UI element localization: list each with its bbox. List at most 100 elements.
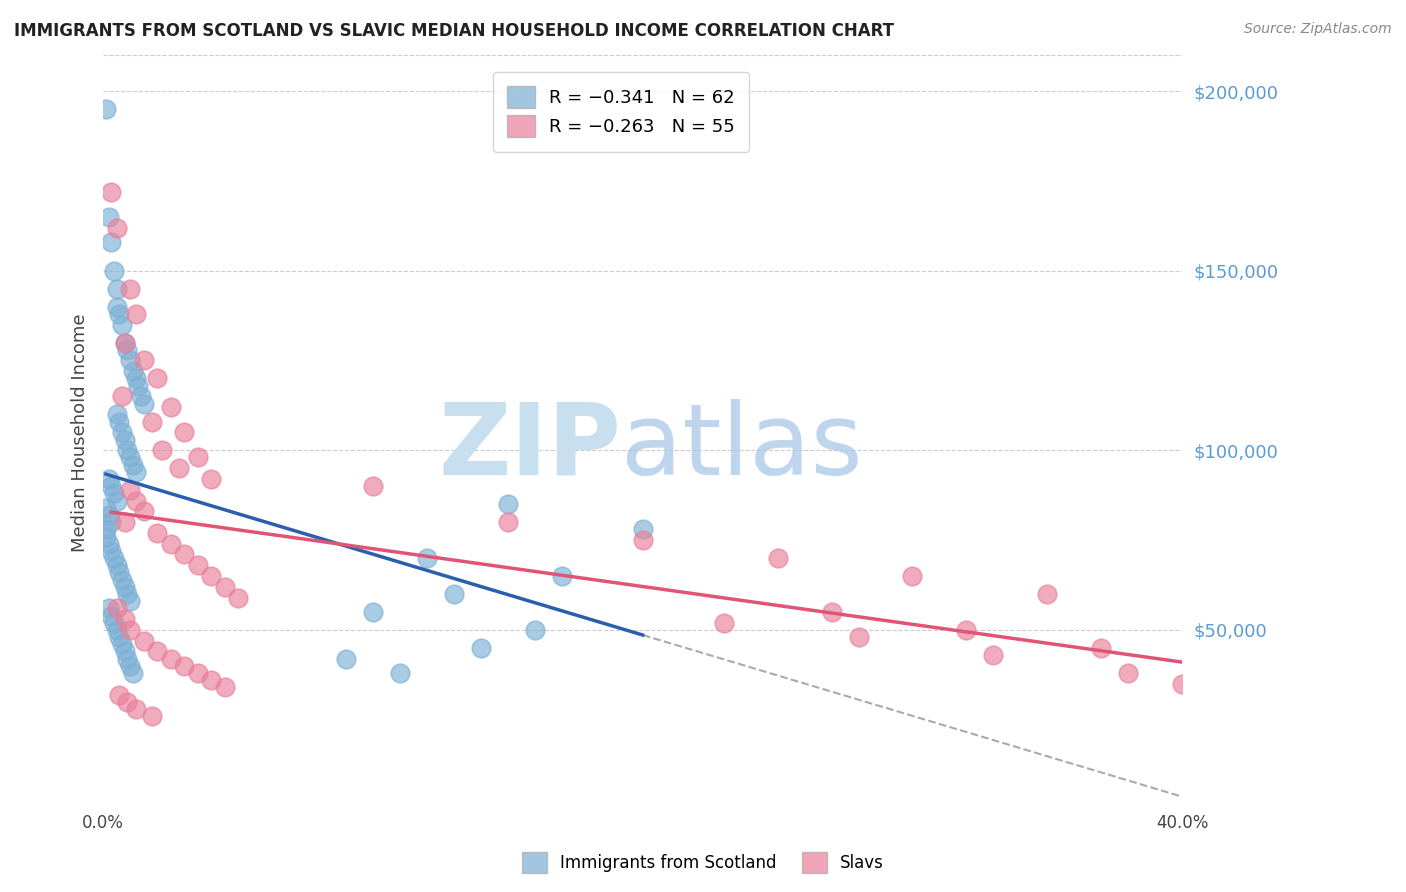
Point [97, 537, 120, 551]
Point [132, 504, 155, 518]
Point [108, 688, 131, 702]
Point [226, 591, 249, 605]
Point [121, 458, 143, 472]
Point [108, 566, 131, 580]
Point [105, 493, 128, 508]
Point [1118, 666, 1140, 681]
Text: ZIP: ZIP [439, 399, 621, 496]
Point [94, 522, 117, 536]
Point [105, 558, 128, 573]
Point [631, 533, 654, 548]
Point [146, 644, 169, 658]
Point [120, 594, 142, 608]
Legend: R = −0.341   N = 62, R = −0.263   N = 55: R = −0.341 N = 62, R = −0.263 N = 55 [494, 71, 749, 152]
Point [97, 601, 120, 615]
Point [117, 587, 139, 601]
Point [496, 515, 519, 529]
Point [124, 371, 146, 385]
Point [1171, 677, 1194, 691]
Point [167, 461, 190, 475]
Point [111, 318, 134, 332]
Point [335, 651, 357, 665]
Point [141, 709, 163, 723]
Point [132, 633, 155, 648]
Point [200, 673, 222, 688]
Point [901, 569, 924, 583]
Point [103, 263, 125, 277]
Point [146, 525, 169, 540]
Point [97, 508, 120, 522]
Point [103, 551, 125, 566]
Point [523, 623, 546, 637]
Point [187, 558, 209, 573]
Point [100, 479, 122, 493]
Point [117, 695, 139, 709]
Point [114, 644, 136, 658]
Point [94, 102, 117, 116]
Point [105, 220, 128, 235]
Point [100, 185, 122, 199]
Point [105, 623, 128, 637]
Point [820, 605, 842, 619]
Point [100, 608, 122, 623]
Point [470, 640, 492, 655]
Point [983, 648, 1005, 662]
Point [1036, 587, 1059, 601]
Point [120, 353, 142, 368]
Point [631, 522, 654, 536]
Point [100, 544, 122, 558]
Point [361, 479, 384, 493]
Point [361, 605, 384, 619]
Point [416, 551, 439, 566]
Point [103, 615, 125, 630]
Point [117, 343, 139, 357]
Point [105, 601, 128, 615]
Point [129, 389, 152, 403]
Point [141, 415, 163, 429]
Point [173, 425, 195, 440]
Point [117, 651, 139, 665]
Point [120, 623, 142, 637]
Point [146, 371, 169, 385]
Point [187, 666, 209, 681]
Point [200, 472, 222, 486]
Point [848, 630, 870, 644]
Point [124, 465, 146, 479]
Point [120, 282, 142, 296]
Point [121, 364, 143, 378]
Point [97, 472, 120, 486]
Point [97, 210, 120, 224]
Point [105, 282, 128, 296]
Point [124, 702, 146, 716]
Point [100, 515, 122, 529]
Point [551, 569, 574, 583]
Point [159, 651, 181, 665]
Point [120, 658, 142, 673]
Text: IMMIGRANTS FROM SCOTLAND VS SLAVIC MEDIAN HOUSEHOLD INCOME CORRELATION CHART: IMMIGRANTS FROM SCOTLAND VS SLAVIC MEDIA… [14, 22, 894, 40]
Point [214, 681, 236, 695]
Point [955, 623, 977, 637]
Point [766, 551, 789, 566]
Point [1225, 688, 1247, 702]
Point [108, 415, 131, 429]
Point [114, 580, 136, 594]
Point [108, 307, 131, 321]
Point [114, 335, 136, 350]
Point [114, 433, 136, 447]
Point [111, 573, 134, 587]
Y-axis label: Median Household Income: Median Household Income [72, 313, 89, 551]
Point [120, 450, 142, 465]
Point [187, 450, 209, 465]
Text: atlas: atlas [621, 399, 863, 496]
Point [105, 300, 128, 314]
Point [120, 483, 142, 497]
Point [132, 396, 155, 410]
Point [111, 637, 134, 651]
Point [114, 612, 136, 626]
Point [159, 537, 181, 551]
Point [100, 235, 122, 249]
Point [388, 666, 411, 681]
Point [200, 569, 222, 583]
Point [1090, 640, 1112, 655]
Point [111, 425, 134, 440]
